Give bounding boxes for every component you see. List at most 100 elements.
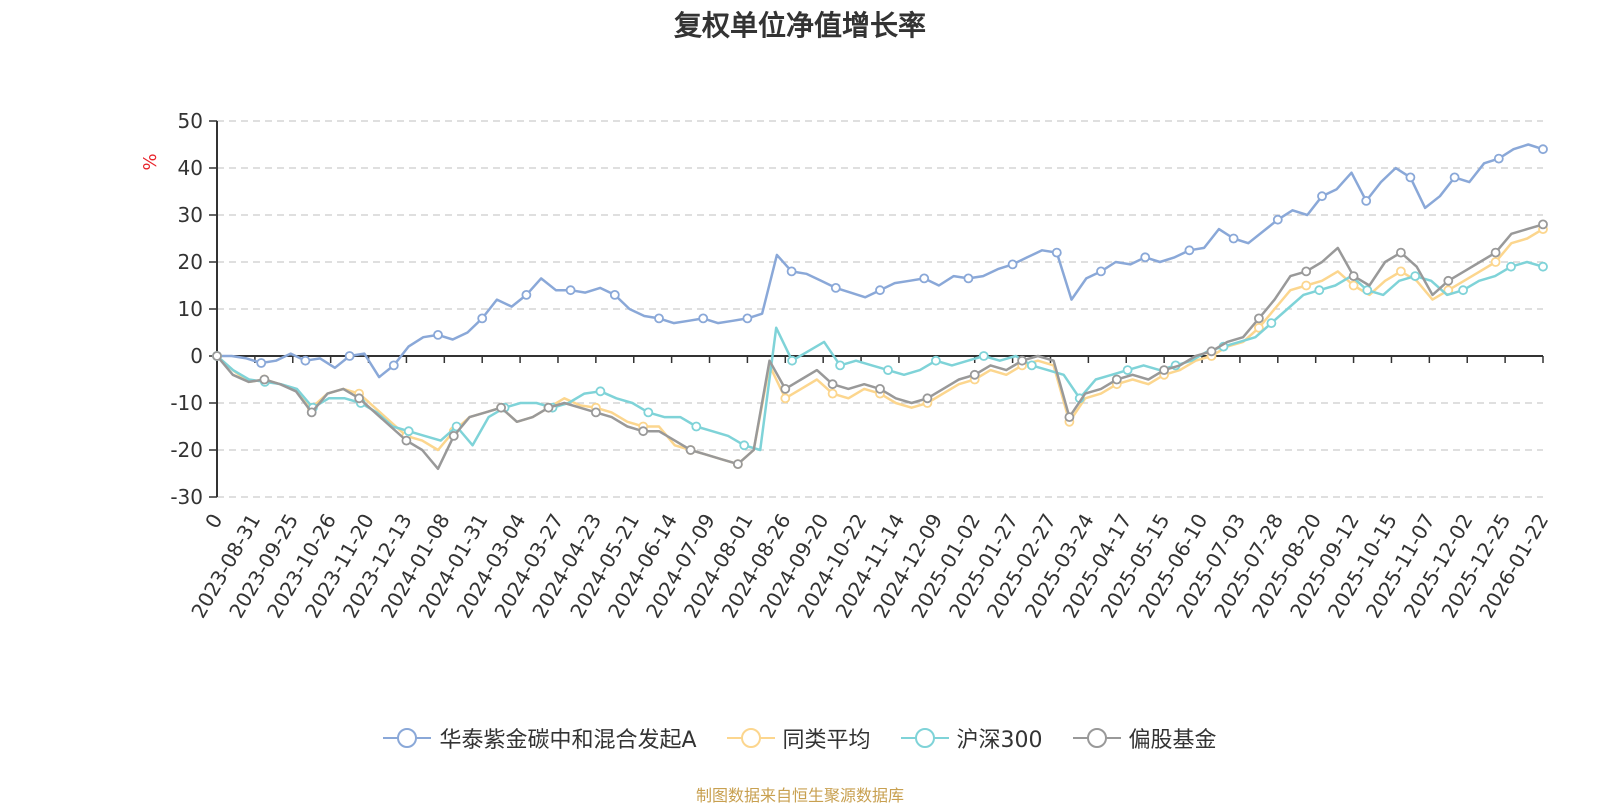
- series-point-1[interactable]: [1490, 257, 1501, 267]
- series-point-1[interactable]: [780, 393, 791, 404]
- series-point-0[interactable]: [1140, 252, 1151, 263]
- legend-item-fund[interactable]: 华泰紫金碳中和混合发起A: [383, 722, 697, 754]
- series-point-2[interactable]: [1026, 360, 1037, 371]
- series-point-2[interactable]: [1538, 261, 1548, 272]
- series-point-3[interactable]: [780, 383, 791, 394]
- series-point-3[interactable]: [1348, 271, 1359, 282]
- series-point-0[interactable]: [565, 285, 576, 296]
- series-point-2[interactable]: [595, 386, 606, 397]
- series-point-3[interactable]: [685, 445, 696, 455]
- series-point-0[interactable]: [1538, 144, 1548, 155]
- series-point-3[interactable]: [1159, 365, 1169, 376]
- series-point-3[interactable]: [591, 407, 601, 418]
- series-point-2[interactable]: [1362, 285, 1373, 296]
- series-point-3[interactable]: [1064, 412, 1075, 423]
- series-point-2[interactable]: [835, 360, 845, 371]
- series-point-0[interactable]: [433, 329, 443, 340]
- series-point-3[interactable]: [259, 374, 270, 385]
- series-point-2[interactable]: [931, 355, 941, 366]
- x-tick-label: 0: [200, 510, 227, 533]
- series-point-2[interactable]: [787, 355, 797, 366]
- series-point-1[interactable]: [1301, 280, 1312, 291]
- series-point-3[interactable]: [1538, 219, 1548, 230]
- series-point-2[interactable]: [1458, 285, 1468, 296]
- series-point-3[interactable]: [448, 430, 459, 441]
- series-point-0[interactable]: [1051, 247, 1062, 258]
- legend: 华泰紫金碳中和混合发起A 同类平均 沪深300 偏股基金: [0, 722, 1600, 754]
- series-point-0[interactable]: [1405, 172, 1416, 183]
- y-axis-label: %: [140, 153, 161, 170]
- series-point-3[interactable]: [638, 426, 649, 437]
- series-point-2[interactable]: [643, 407, 654, 418]
- series-point-0[interactable]: [388, 360, 399, 371]
- series-point-0[interactable]: [875, 285, 885, 296]
- series-point-0[interactable]: [477, 313, 488, 324]
- series-point-0[interactable]: [1096, 266, 1106, 277]
- series-point-3[interactable]: [1206, 346, 1217, 357]
- series-point-2[interactable]: [691, 421, 702, 432]
- series-point-0[interactable]: [1449, 172, 1460, 183]
- series-point-0[interactable]: [698, 313, 709, 324]
- series-point-2[interactable]: [1266, 318, 1277, 329]
- series-point-0[interactable]: [786, 266, 797, 277]
- series-point-2[interactable]: [403, 426, 414, 437]
- series-point-3[interactable]: [1017, 355, 1027, 366]
- series-point-0[interactable]: [919, 273, 930, 284]
- series-point-3[interactable]: [1490, 247, 1501, 258]
- y-tick-label: -30: [170, 485, 203, 509]
- series-point-0[interactable]: [300, 355, 311, 366]
- series-point-0[interactable]: [654, 313, 664, 324]
- series-point-0[interactable]: [344, 351, 355, 361]
- series-point-2[interactable]: [883, 365, 893, 376]
- legend-label-fund: 华泰紫金碳中和混合发起A: [439, 728, 697, 753]
- legend-item-equity-fund[interactable]: 偏股基金: [1072, 722, 1217, 754]
- series-point-0[interactable]: [1317, 191, 1327, 202]
- y-tick-label: 10: [178, 297, 203, 321]
- series-point-3[interactable]: [1254, 313, 1264, 324]
- series-point-2[interactable]: [1410, 271, 1421, 282]
- legend-line-circle-icon: [1072, 728, 1121, 748]
- series-point-0[interactable]: [1272, 214, 1283, 225]
- series-point-3[interactable]: [306, 407, 317, 418]
- series-point-0[interactable]: [830, 282, 841, 293]
- legend-item-csi300[interactable]: 沪深300: [900, 722, 1043, 754]
- series-point-2[interactable]: [739, 440, 750, 451]
- series-point-3[interactable]: [496, 402, 507, 413]
- chart-title: 复权单位净值增长率: [673, 9, 926, 42]
- series-point-3[interactable]: [922, 393, 933, 404]
- series-point-0[interactable]: [521, 289, 532, 300]
- series-point-0[interactable]: [256, 358, 267, 368]
- y-tick-label: -20: [170, 438, 203, 462]
- series-point-3[interactable]: [875, 383, 885, 394]
- series-point-0[interactable]: [1493, 153, 1504, 164]
- series-point-3[interactable]: [543, 402, 554, 413]
- series-point-3[interactable]: [1111, 374, 1122, 385]
- series-point-2[interactable]: [1506, 261, 1516, 272]
- series-point-1[interactable]: [1396, 266, 1406, 277]
- series-point-0[interactable]: [742, 313, 753, 324]
- series-point-3[interactable]: [401, 435, 412, 446]
- legend-item-peer-average[interactable]: 同类平均: [726, 722, 871, 754]
- series-point-1[interactable]: [827, 388, 838, 399]
- series-point-1[interactable]: [1348, 280, 1359, 291]
- series-point-3[interactable]: [1301, 266, 1312, 277]
- series-point-2[interactable]: [1314, 285, 1325, 296]
- series-point-3[interactable]: [1396, 247, 1406, 258]
- series-point-1[interactable]: [1254, 322, 1264, 333]
- series-point-3[interactable]: [354, 393, 365, 404]
- series-line-1: [216, 228, 1544, 466]
- series-point-0[interactable]: [1228, 233, 1239, 244]
- series-point-2[interactable]: [1122, 365, 1133, 376]
- legend-label-peer-average: 同类平均: [782, 728, 871, 753]
- series-point-3[interactable]: [827, 379, 838, 390]
- series-point-2[interactable]: [978, 351, 989, 361]
- series-point-3[interactable]: [212, 351, 222, 361]
- series-point-0[interactable]: [609, 289, 620, 300]
- series-point-3[interactable]: [969, 369, 980, 380]
- series-point-0[interactable]: [1184, 245, 1195, 256]
- series-point-3[interactable]: [733, 459, 743, 470]
- series-point-0[interactable]: [1007, 259, 1018, 270]
- series-point-3[interactable]: [1443, 275, 1454, 286]
- series-point-0[interactable]: [1361, 195, 1372, 206]
- series-point-0[interactable]: [963, 273, 974, 284]
